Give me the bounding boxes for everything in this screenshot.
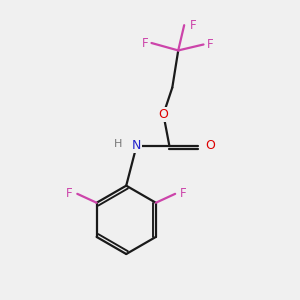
Text: F: F xyxy=(206,38,213,51)
Text: F: F xyxy=(190,19,197,32)
Text: N: N xyxy=(132,139,141,152)
Text: O: O xyxy=(205,139,215,152)
Text: H: H xyxy=(113,139,122,149)
Text: F: F xyxy=(66,187,73,200)
Text: F: F xyxy=(180,187,186,200)
Text: O: O xyxy=(158,108,168,121)
Text: F: F xyxy=(142,37,148,50)
